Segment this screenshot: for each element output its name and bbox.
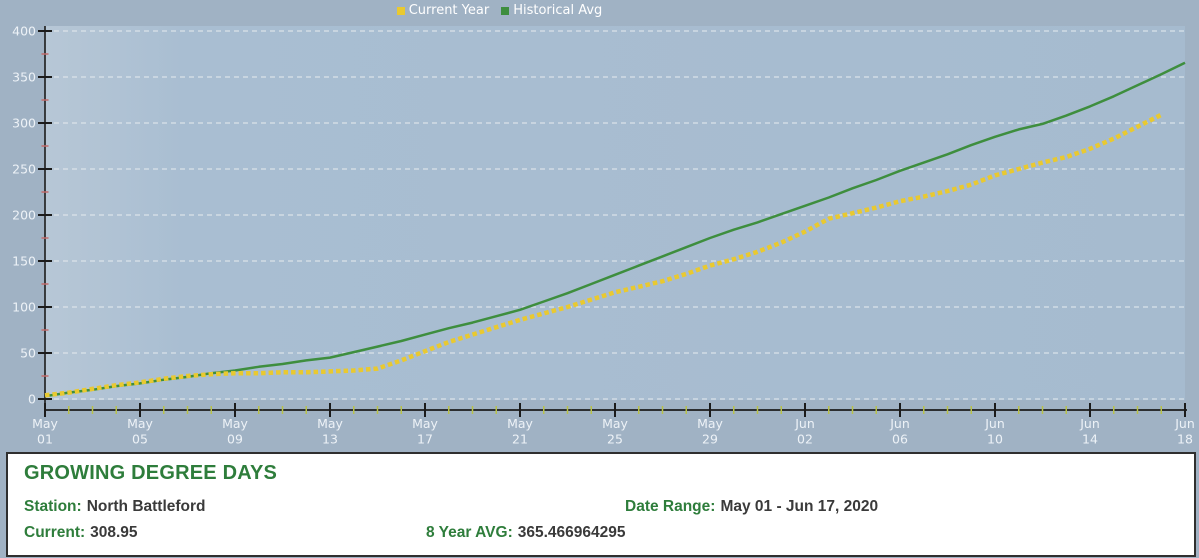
svg-text:50: 50	[20, 346, 36, 361]
svg-text:300: 300	[12, 116, 36, 131]
legend-item-current-year[interactable]: Current Year	[396, 3, 490, 18]
svg-text:400: 400	[12, 24, 36, 39]
avg-value: 365.466964295	[517, 524, 626, 541]
station-label: Station:	[24, 498, 82, 515]
page-title: GROWING DEGREE DAYS	[24, 462, 278, 484]
legend-item-historical-avg[interactable]: Historical Avg	[501, 3, 602, 18]
svg-text:200: 200	[12, 208, 36, 223]
date-range-value: May 01 - Jun 17, 2020	[720, 498, 879, 515]
current-field: Current: 308.95	[24, 524, 138, 542]
station-field: Station: North Battleford	[24, 498, 206, 516]
gdd-chart: 0 50 100 150 200 250 300 350 400 May 01 May 05 May 09 M…	[0, 3, 1195, 447]
svg-text:150: 150	[12, 254, 36, 269]
svg-text:250: 250	[12, 162, 36, 177]
avg-label: 8 Year AVG:	[426, 524, 513, 541]
legend-label-current-year: Current Year	[408, 3, 490, 18]
date-range-label: Date Range:	[625, 498, 716, 515]
chart-plot-area: 0 50 100 150 200 250 300 350 400 May 01 May 05 May 09 M…	[12, 23, 1195, 447]
historical-avg-swatch-icon	[501, 6, 510, 15]
legend-label-historical-avg: Historical Avg	[513, 3, 603, 18]
current-label: Current:	[24, 524, 86, 541]
current-year-swatch-icon	[396, 6, 405, 15]
station-value: North Battleford	[86, 498, 206, 515]
svg-text:100: 100	[12, 300, 36, 315]
svg-text:0: 0	[28, 392, 36, 407]
avg-field: 8 Year AVG: 365.466964295	[426, 524, 626, 542]
svg-text:350: 350	[12, 70, 36, 85]
chart-legend: Current Year Historical Avg	[0, 3, 1099, 18]
info-panel: GROWING DEGREE DAYS Station: North Battle…	[6, 452, 1196, 557]
current-value: 308.95	[90, 524, 138, 541]
date-range-field: Date Range: May 01 - Jun 17, 2020	[625, 498, 878, 516]
